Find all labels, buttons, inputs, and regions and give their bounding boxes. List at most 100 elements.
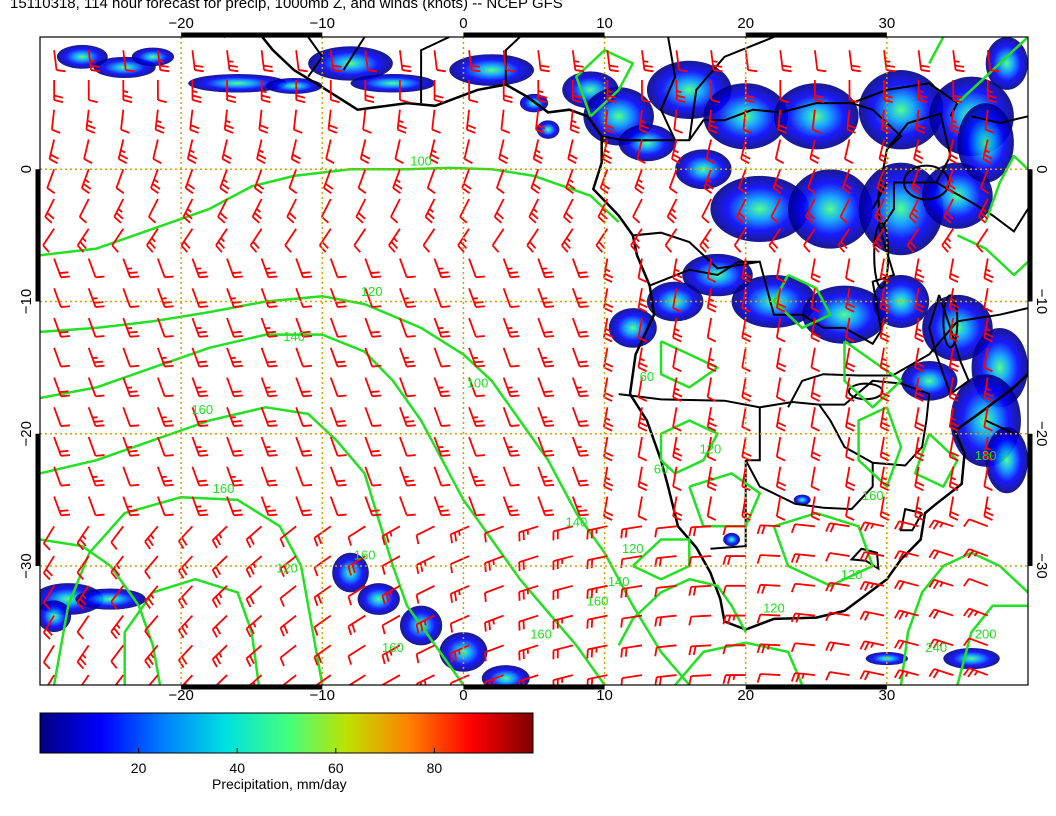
barb-shaft xyxy=(260,50,265,71)
barb-feather xyxy=(846,362,856,368)
barb-feather xyxy=(439,330,449,334)
barb-feather xyxy=(983,396,993,402)
barb-shaft xyxy=(468,466,477,486)
contour-value-label: 120 xyxy=(361,284,383,299)
barb-feather xyxy=(811,307,820,313)
contour-value-label: 160 xyxy=(191,402,213,417)
wind-barb xyxy=(775,317,786,343)
barb-feather xyxy=(624,528,628,538)
barb-feather xyxy=(224,128,234,134)
barb-feather xyxy=(394,183,403,190)
barb-feather xyxy=(543,330,553,334)
wind-barb xyxy=(502,79,513,104)
wind-barb xyxy=(595,228,609,253)
wind-barb xyxy=(636,139,646,165)
barb-shaft xyxy=(433,436,443,457)
barb-feather xyxy=(776,366,786,373)
barb-shaft xyxy=(433,258,443,278)
barb-shaft xyxy=(256,139,263,160)
barb-feather xyxy=(441,305,451,308)
wind-barb xyxy=(433,79,444,104)
barb-feather xyxy=(949,153,958,160)
barb-feather xyxy=(639,128,649,134)
barb-feather xyxy=(466,124,477,130)
wind-barb xyxy=(706,347,717,373)
barb-shaft xyxy=(656,644,677,649)
barb-shaft xyxy=(691,584,712,588)
precip-cell xyxy=(618,124,676,162)
wind-barb xyxy=(191,347,209,368)
barb-feather xyxy=(949,426,959,432)
wind-barb xyxy=(355,198,367,224)
wind-barb xyxy=(217,198,228,224)
wind-barb xyxy=(706,377,717,402)
barb-shaft xyxy=(502,377,512,397)
barb-feather xyxy=(232,449,242,453)
barb-shaft xyxy=(622,614,643,620)
barb-feather xyxy=(949,366,959,373)
barb-feather xyxy=(973,670,979,676)
barb-feather xyxy=(213,689,217,697)
barb-shaft xyxy=(260,317,270,338)
barb-shaft xyxy=(502,287,512,308)
wind-barb xyxy=(87,377,105,398)
barb-shaft xyxy=(459,198,470,218)
wind-barb xyxy=(872,228,885,253)
barb-feather xyxy=(233,335,243,338)
barb-feather xyxy=(381,654,386,665)
barb-feather xyxy=(53,94,64,99)
barb-feather xyxy=(182,216,191,224)
barb-feather xyxy=(932,550,940,560)
barb-shaft xyxy=(950,109,955,130)
country-border xyxy=(744,459,874,511)
barb-feather xyxy=(249,625,255,635)
barb-feather xyxy=(814,94,824,99)
barb-feather xyxy=(712,60,718,63)
precip-cell xyxy=(710,175,810,242)
barb-feather xyxy=(150,534,155,540)
barb-feather xyxy=(385,593,390,603)
wind-barb xyxy=(293,109,303,134)
barb-feather xyxy=(870,523,875,529)
wind-barb xyxy=(260,347,278,368)
barb-feather xyxy=(153,178,159,184)
wind-barb xyxy=(984,109,995,134)
barb-feather xyxy=(894,610,901,619)
barb-feather xyxy=(218,533,223,539)
barb-feather xyxy=(672,485,682,492)
lon-tick-label-top: 0 xyxy=(459,15,467,32)
barb-feather xyxy=(45,628,53,636)
wind-barb xyxy=(537,347,555,368)
barb-feather xyxy=(370,449,380,453)
barb-feather xyxy=(215,655,222,665)
barb-feather xyxy=(155,124,165,130)
contour-value-label: 200 xyxy=(975,627,997,642)
barb-feather xyxy=(415,594,420,604)
barb-shaft xyxy=(876,168,885,189)
barb-feather xyxy=(224,124,234,130)
lon-tick-label-top: 30 xyxy=(879,15,896,32)
barb-feather xyxy=(382,684,384,685)
barb-feather xyxy=(932,580,940,590)
wind-barb xyxy=(191,406,209,427)
wind-barb xyxy=(775,436,786,462)
barb-shaft xyxy=(53,406,62,427)
precip-cell xyxy=(308,46,393,81)
barb-shaft xyxy=(154,109,159,130)
contour-value-label: 120 xyxy=(622,541,644,556)
wind-barb xyxy=(491,228,505,253)
barb-feather xyxy=(928,609,935,618)
barb-shaft xyxy=(260,287,270,308)
wind-barb xyxy=(620,584,643,598)
barb-feather xyxy=(510,424,520,427)
barb-shaft xyxy=(364,317,374,338)
barb-feather xyxy=(337,454,347,457)
wind-barb xyxy=(76,644,90,670)
barb-shaft xyxy=(733,228,747,246)
wind-barb xyxy=(422,228,436,253)
barb-shaft xyxy=(251,198,263,218)
wind-barb xyxy=(156,79,167,104)
barb-feather xyxy=(56,69,66,73)
barb-shaft xyxy=(701,198,712,218)
wind-barb xyxy=(191,79,202,104)
